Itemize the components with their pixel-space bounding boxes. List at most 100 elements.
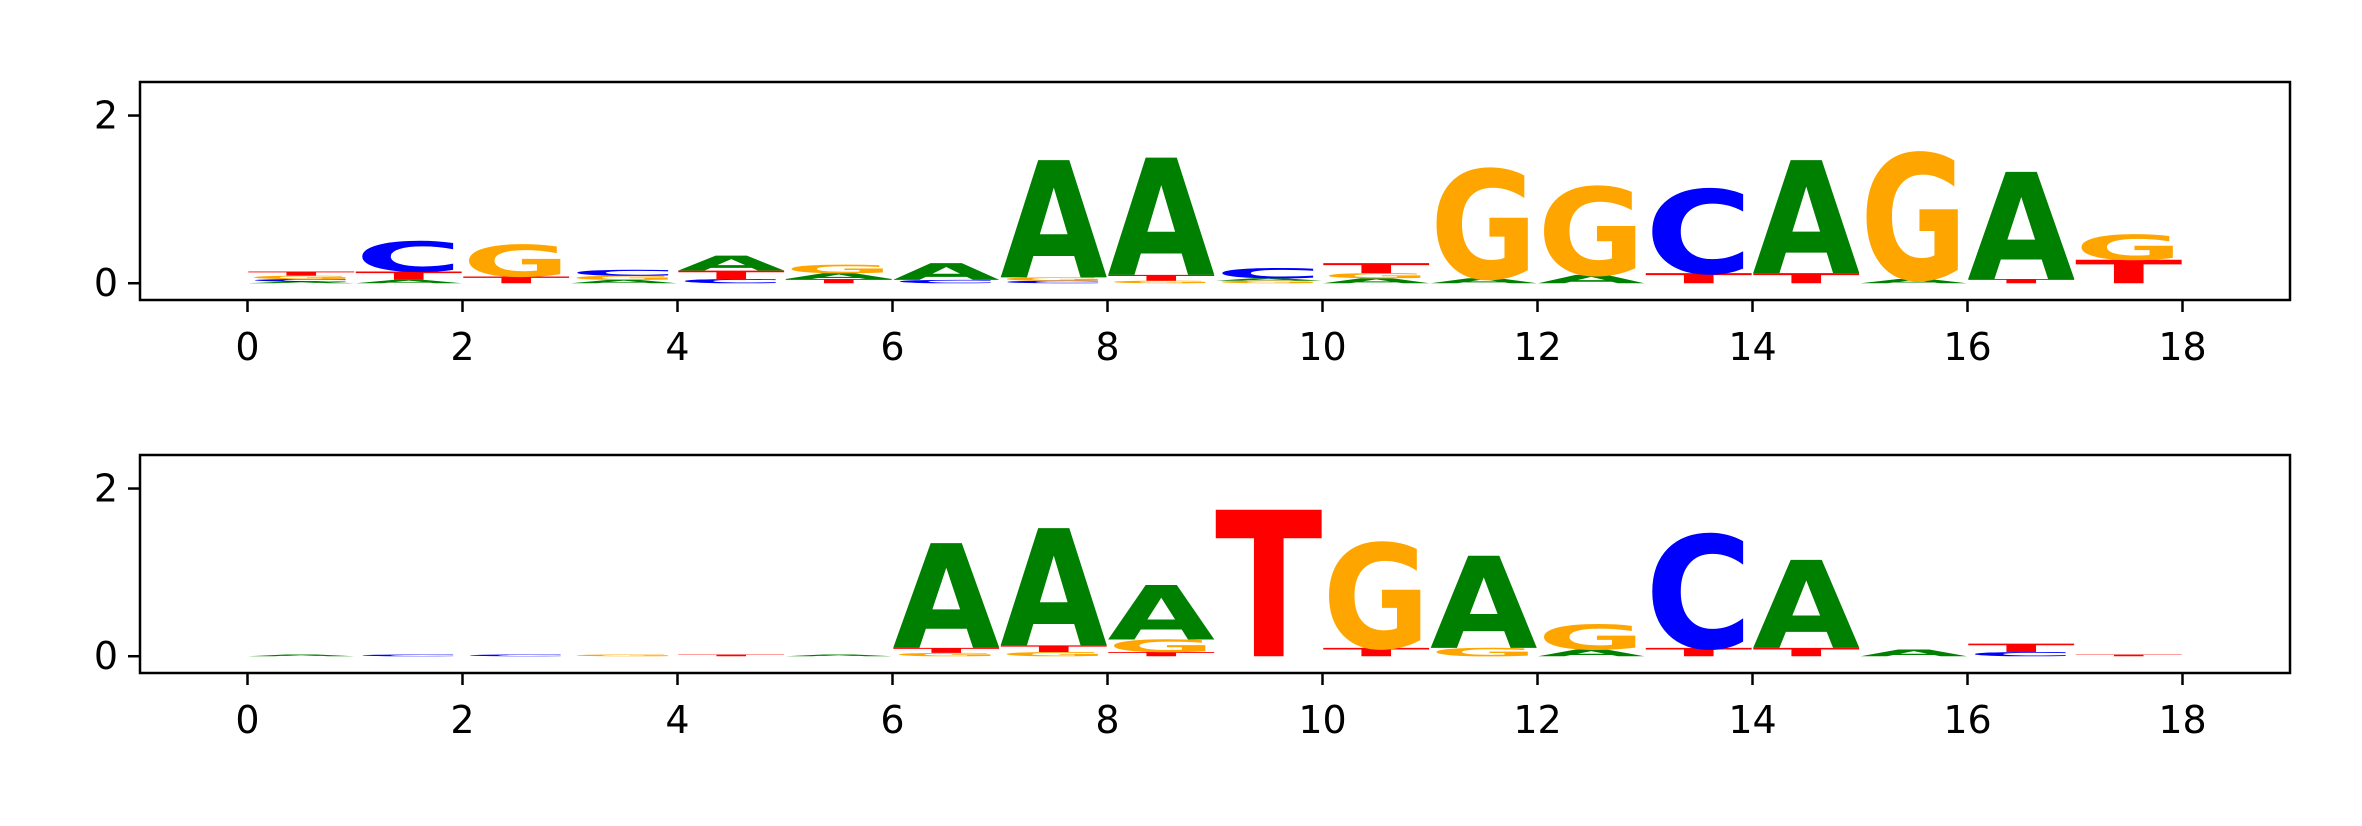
logo-letter-T: T — [893, 647, 1000, 655]
logo-letter-A: A — [785, 654, 892, 657]
logo-letter-T: T — [2075, 253, 2182, 291]
logo-letter-C: C — [678, 278, 785, 285]
logo-letter-G: G — [1538, 617, 1645, 657]
x-tick-label: 0 — [235, 325, 259, 369]
logo-letter-A: A — [1538, 273, 1645, 286]
logo-letter-C: C — [248, 278, 355, 282]
logo-letter-C: C — [1000, 280, 1107, 284]
logo-letter-T: T — [355, 269, 463, 282]
logo-letter-A: A — [1860, 278, 1967, 285]
logo-letter-G: G — [1000, 651, 1107, 658]
logo-letter-C: C — [1968, 651, 2075, 658]
y-tick-label: 0 — [94, 634, 118, 678]
logo-letter-G: G — [1215, 280, 1322, 284]
x-tick-label: 6 — [880, 698, 904, 742]
x-tick-label: 2 — [450, 698, 474, 742]
x-tick-label: 14 — [1728, 325, 1776, 369]
logo-letter-T: T — [1108, 651, 1215, 658]
logo-letter-C: C — [1645, 504, 1752, 685]
y-tick-label: 2 — [94, 467, 118, 511]
axes-frame — [138, 453, 2292, 675]
logo-letter-G: G — [1430, 646, 1537, 659]
logo-letter-A: A — [1430, 532, 1538, 679]
logo-letter-A: A — [1753, 129, 1861, 310]
logo-letter-G: G — [1323, 272, 1430, 280]
logo-letter-A: A — [355, 279, 462, 284]
logo-letter-T: T — [785, 278, 892, 285]
logo-letter-T: T — [1753, 271, 1860, 287]
logo-letter-T: T — [1323, 260, 1430, 276]
logo-letter-A: A — [1215, 278, 1322, 282]
logo-letter-G: G — [1323, 515, 1430, 682]
x-tick-label: 0 — [235, 698, 259, 742]
logo-letter-G: G — [463, 236, 570, 287]
logo-letter-T: T — [1000, 644, 1107, 655]
x-tick-label: 16 — [1943, 698, 1991, 742]
y-tick-label: 2 — [94, 94, 118, 138]
logo-letter-A: A — [1108, 127, 1215, 313]
logo-letter-C: C — [1645, 168, 1752, 302]
logo-letter-T: T — [1968, 641, 2076, 654]
x-tick-label: 4 — [665, 325, 689, 369]
logo-letter-T: T — [1753, 646, 1861, 659]
logo-letter-C: C — [355, 654, 462, 657]
logo-letter-T: T — [678, 654, 785, 657]
logo-letter-C: C — [893, 279, 1000, 284]
x-tick-label: 4 — [665, 698, 689, 742]
x-tick-label: 16 — [1943, 325, 1991, 369]
logo-letter-G: G — [1000, 276, 1107, 281]
logo-letter-T: T — [2075, 654, 2182, 657]
logo-letter-G: G — [893, 652, 1000, 657]
x-tick-label: 8 — [1095, 325, 1119, 369]
logo-letter-A: A — [678, 252, 786, 276]
logo-letter-C: C — [463, 654, 570, 657]
logo-letter-A: A — [1323, 277, 1430, 285]
logo-letter-A: A — [248, 281, 355, 284]
logo-letter-A: A — [1108, 571, 1215, 657]
logo-letter-T: T — [1645, 646, 1753, 659]
logo-letter-G: G — [570, 275, 677, 282]
logo-letter-T: T — [1968, 278, 2075, 285]
logo-letter-G: G — [1108, 280, 1215, 284]
y-tick-label: 0 — [94, 261, 118, 305]
x-tick-label: 8 — [1095, 698, 1119, 742]
logo-letter-A: A — [893, 516, 1000, 683]
logo-letter-A: A — [1000, 130, 1107, 316]
logo-letter-G: G — [1538, 163, 1645, 304]
x-tick-label: 12 — [1513, 698, 1561, 742]
logo-letter-C: C — [355, 233, 462, 281]
logo-letter-G: G — [1430, 141, 1537, 314]
logo-letter-T: T — [1323, 646, 1431, 659]
logo-letter-C: C — [1215, 265, 1322, 281]
logo-letter-T: T — [1215, 469, 1322, 704]
x-tick-label: 2 — [450, 325, 474, 369]
x-tick-label: 18 — [2158, 325, 2206, 369]
logo-letter-T: T — [248, 270, 355, 277]
logo-letter-A: A — [785, 272, 892, 281]
letters-group: A C C G T A GTA GTA TGA T TG GA AG TC TA A CTT — [248, 469, 2183, 704]
x-tick-label: 18 — [2158, 698, 2206, 742]
logo-letter-G: G — [1108, 636, 1215, 656]
x-tick-label: 10 — [1298, 698, 1346, 742]
x-tick-label: 10 — [1298, 325, 1346, 369]
logo-letter-T: T — [678, 268, 786, 281]
logo-letter-A: A — [248, 654, 355, 657]
x-tick-label: 14 — [1728, 698, 1776, 742]
logo-letter-A: A — [1753, 536, 1861, 677]
logo-letter-A: A — [893, 259, 1000, 286]
x-tick-label: 12 — [1513, 325, 1561, 369]
logo-letter-A: A — [1968, 142, 2075, 314]
logo-letter-T: T — [1645, 271, 1752, 287]
logo-letter-T: T — [463, 275, 570, 286]
logo-letter-A: A — [1538, 648, 1645, 659]
logo-letter-G: G — [1860, 120, 1967, 320]
logo-letter-C: C — [570, 268, 677, 277]
logo-letter-A: A — [1000, 498, 1107, 684]
logo-letter-A: A — [1430, 277, 1537, 285]
logo-letter-A: A — [1860, 648, 1967, 659]
